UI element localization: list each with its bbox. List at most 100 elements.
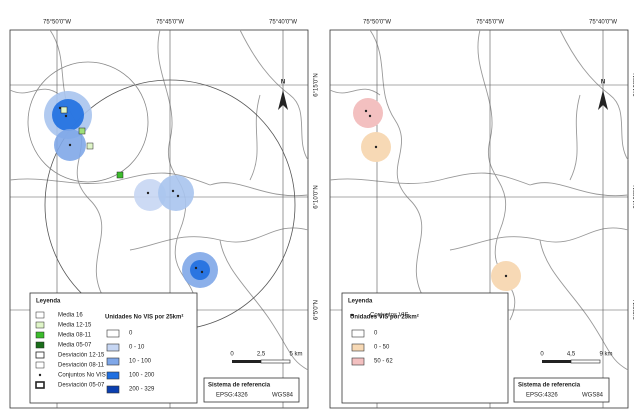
reference-box [203, 377, 300, 403]
legend-swatch [106, 371, 120, 380]
legend-symbol [35, 351, 45, 359]
legend-symbol [35, 361, 45, 369]
left-map: 75°50'0"W 75°45'0"W 75°40'0"W 6°15'0"N 6°10'… [9, 20, 320, 409]
legend-subtitle: Unidades VIS por 25km² [350, 314, 419, 321]
project-point [176, 194, 180, 198]
road [209, 182, 309, 197]
density-area [134, 179, 166, 211]
scale-label: 0 [540, 352, 544, 358]
latitude-label: 6°15'0"N [314, 73, 320, 96]
reference-epsg: EPSG:4326 [216, 393, 248, 399]
reference-datum: WGS84 [272, 393, 294, 399]
right-map: 75°50'0"W75°45'0"W75°40'0"W6°15'0"N6°10'… [329, 20, 634, 409]
north-label: N [601, 80, 605, 86]
legend-item: Media 08-11 [58, 333, 92, 339]
legend-symbol [350, 313, 354, 317]
north-label: N [281, 80, 285, 86]
road [219, 239, 309, 371]
longitude-label: 75°45'0"W [156, 20, 184, 26]
legend-symbol [35, 311, 45, 319]
legend-class: 0 - 10 [129, 345, 145, 351]
scale-bar [542, 360, 571, 363]
road [249, 94, 261, 181]
legend-subtitle: Unidades No VIS por 25km² [105, 314, 183, 321]
legend-item: Desviación 12-15 [58, 353, 105, 359]
legend-item: Media 12-15 [58, 323, 92, 329]
road [9, 88, 61, 96]
project-point [200, 270, 204, 274]
project-point [368, 114, 372, 118]
legend-class: 0 [374, 331, 378, 337]
mean-marker [60, 106, 68, 114]
deviation-circle [27, 61, 149, 183]
north-arrow [598, 90, 608, 110]
legend-item: Desviación 05-07 [58, 383, 105, 389]
project-point [364, 109, 368, 113]
scale-label: 2,5 [257, 352, 266, 358]
mean-marker [86, 142, 94, 150]
project-point [171, 189, 175, 193]
legend-class: 200 - 329 [129, 387, 155, 393]
road [559, 29, 629, 161]
scale-bar [232, 360, 261, 363]
legend-symbol [35, 381, 45, 389]
latitude-label: 6°5'0"N [314, 300, 320, 320]
project-point [374, 145, 378, 149]
density-area [158, 175, 194, 211]
road [369, 29, 426, 301]
legend-swatch [351, 357, 365, 366]
legend-class: 100 - 200 [129, 373, 155, 379]
longitude-label: 75°50'0"W [43, 20, 71, 26]
legend-symbol [35, 341, 45, 349]
legend-swatch [351, 329, 365, 338]
legend-item: Desviación 08-11 [58, 363, 105, 369]
density-area [353, 98, 383, 128]
road [569, 94, 581, 181]
legend-class: 50 - 62 [374, 359, 393, 365]
density-area [52, 99, 84, 131]
legend-class: 10 - 100 [129, 359, 152, 365]
reference-epsg: EPSG:4326 [526, 393, 558, 399]
north-arrow [278, 90, 288, 110]
latitude-label: 6°10'0"N [314, 185, 320, 208]
road [239, 29, 309, 161]
legend-swatch [106, 329, 120, 338]
project-point [146, 191, 150, 195]
legend-class: 0 [129, 331, 133, 337]
legend-item: Conjuntos No VIS [58, 373, 106, 379]
legend-swatch [351, 343, 365, 352]
legend-swatch [106, 343, 120, 352]
road [329, 172, 531, 186]
density-area [190, 260, 210, 280]
scale-label: 0 [230, 352, 234, 358]
reference-datum: WGS84 [582, 393, 604, 399]
mean-marker [116, 171, 124, 179]
legend-title: Leyenda [348, 299, 373, 305]
project-point [504, 274, 508, 278]
road [539, 239, 629, 371]
reference-title: Sistema de referencia [208, 383, 271, 389]
legend-box [341, 292, 509, 404]
longitude-label: 75°40'0"W [589, 20, 617, 26]
longitude-label: 75°50'0"W [363, 20, 391, 26]
scale-bar [570, 359, 601, 364]
legend-item: Conjuntos VIS [370, 313, 408, 319]
legend-item: Media 05-07 [58, 343, 92, 349]
legend-item: Media 16 [58, 313, 83, 319]
legend-symbol [38, 373, 42, 377]
longitude-label: 75°45'0"W [476, 20, 504, 26]
reference-title: Sistema de referencia [518, 383, 581, 389]
scale-label: 9 km [599, 352, 612, 358]
road [9, 172, 211, 186]
legend-title: Leyenda [36, 299, 61, 305]
project-point [68, 143, 72, 147]
road [529, 182, 629, 197]
project-point [58, 106, 62, 110]
project-point [194, 266, 198, 270]
legend-symbol [35, 331, 45, 339]
scale-bar [260, 359, 291, 364]
legend-swatch [106, 385, 120, 394]
legend-class: 0 - 50 [374, 345, 390, 351]
road [49, 29, 106, 301]
legend-swatch [106, 357, 120, 366]
